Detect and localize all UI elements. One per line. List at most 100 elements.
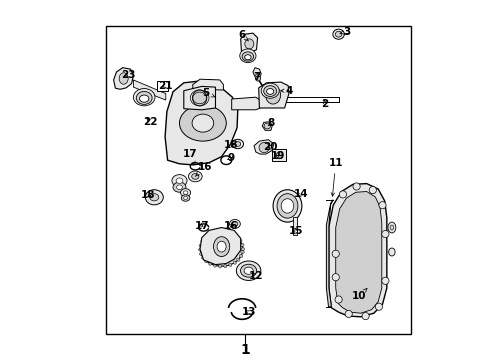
Polygon shape [184, 86, 216, 110]
Polygon shape [253, 68, 261, 78]
Circle shape [335, 296, 342, 303]
Ellipse shape [244, 267, 253, 274]
Text: 17: 17 [195, 221, 210, 231]
Polygon shape [254, 140, 274, 154]
Text: 2: 2 [321, 99, 329, 109]
Ellipse shape [239, 255, 243, 258]
Ellipse shape [261, 83, 279, 98]
Ellipse shape [136, 91, 152, 104]
Text: 10: 10 [352, 288, 367, 301]
Ellipse shape [176, 185, 182, 189]
Ellipse shape [264, 123, 270, 129]
Ellipse shape [211, 241, 232, 257]
Polygon shape [241, 33, 258, 52]
Ellipse shape [199, 244, 202, 247]
Ellipse shape [227, 231, 230, 235]
Polygon shape [326, 200, 333, 307]
Ellipse shape [209, 262, 212, 265]
Text: 15: 15 [289, 226, 303, 236]
Ellipse shape [335, 31, 342, 37]
Ellipse shape [237, 258, 240, 261]
Text: 20: 20 [263, 142, 277, 152]
Ellipse shape [183, 191, 188, 194]
Bar [272, 149, 286, 161]
Ellipse shape [390, 225, 393, 230]
Text: 18: 18 [224, 140, 239, 150]
Text: 1: 1 [240, 343, 250, 357]
Ellipse shape [181, 195, 190, 201]
Ellipse shape [232, 139, 244, 149]
Ellipse shape [205, 259, 208, 263]
Ellipse shape [232, 233, 235, 237]
Ellipse shape [239, 239, 242, 243]
Ellipse shape [229, 220, 240, 229]
Ellipse shape [389, 248, 395, 256]
Text: 18: 18 [141, 190, 156, 201]
Ellipse shape [150, 194, 159, 201]
Ellipse shape [133, 89, 155, 106]
Polygon shape [193, 79, 223, 90]
Ellipse shape [241, 251, 245, 253]
Ellipse shape [172, 175, 187, 187]
Ellipse shape [240, 49, 256, 63]
Ellipse shape [388, 222, 396, 233]
Ellipse shape [199, 252, 203, 255]
Ellipse shape [189, 171, 202, 182]
Ellipse shape [236, 236, 239, 239]
Ellipse shape [233, 261, 236, 264]
Text: 6: 6 [239, 30, 248, 41]
Text: 14: 14 [294, 189, 309, 199]
Ellipse shape [222, 230, 225, 234]
Ellipse shape [201, 240, 204, 243]
Bar [293, 217, 297, 235]
Circle shape [339, 191, 346, 198]
Ellipse shape [192, 114, 214, 132]
Circle shape [332, 274, 339, 281]
Text: 12: 12 [249, 271, 264, 282]
Ellipse shape [140, 95, 149, 102]
Ellipse shape [277, 194, 298, 218]
Circle shape [369, 186, 376, 194]
Polygon shape [114, 68, 133, 89]
Ellipse shape [235, 142, 241, 147]
Ellipse shape [204, 235, 239, 263]
Text: 11: 11 [328, 158, 343, 196]
Ellipse shape [179, 105, 226, 141]
Ellipse shape [276, 152, 283, 159]
Ellipse shape [266, 86, 281, 104]
Ellipse shape [232, 222, 238, 226]
Ellipse shape [145, 190, 163, 205]
Bar [106, 26, 411, 334]
Text: 3: 3 [340, 27, 350, 37]
Ellipse shape [204, 237, 207, 240]
Ellipse shape [259, 143, 269, 153]
Polygon shape [133, 80, 166, 100]
Ellipse shape [219, 264, 221, 268]
Polygon shape [165, 81, 238, 165]
Ellipse shape [224, 264, 227, 268]
Text: 17: 17 [183, 149, 197, 165]
Polygon shape [200, 228, 241, 265]
Polygon shape [262, 122, 272, 130]
Ellipse shape [241, 264, 257, 277]
Ellipse shape [264, 86, 277, 96]
Text: 16: 16 [224, 221, 239, 231]
Text: 7: 7 [253, 72, 260, 82]
Ellipse shape [198, 248, 202, 251]
Ellipse shape [176, 178, 183, 184]
Polygon shape [259, 82, 289, 108]
Ellipse shape [281, 199, 294, 213]
Text: 5: 5 [202, 88, 215, 98]
Ellipse shape [333, 29, 344, 39]
Text: 19: 19 [271, 151, 285, 161]
Text: 16: 16 [196, 162, 213, 176]
Ellipse shape [242, 52, 254, 61]
Ellipse shape [229, 263, 232, 266]
Ellipse shape [119, 73, 128, 84]
Ellipse shape [173, 182, 186, 192]
Polygon shape [329, 184, 387, 317]
Ellipse shape [217, 230, 220, 234]
Circle shape [332, 250, 339, 257]
Ellipse shape [255, 76, 261, 81]
Ellipse shape [245, 55, 251, 60]
